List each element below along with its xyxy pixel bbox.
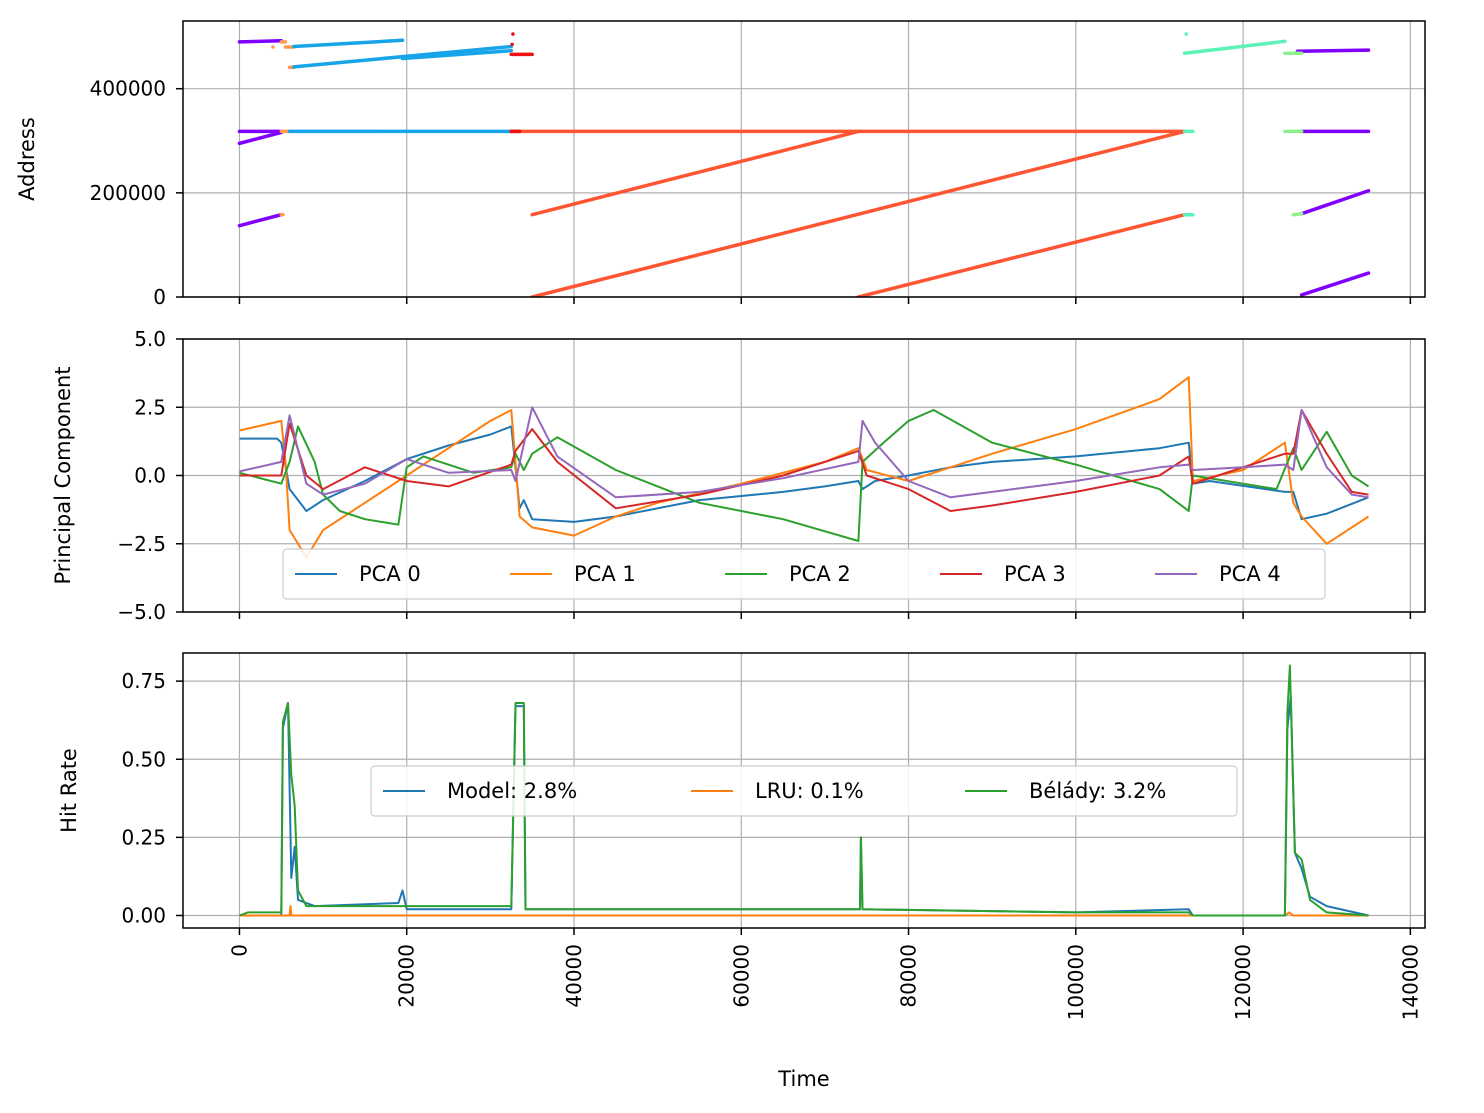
address-trace	[1299, 189, 1371, 216]
y-tick-label: −2.5	[117, 532, 166, 556]
address-trace	[237, 212, 284, 228]
panel-2: −5.0 −2.5 0.0 2.5 5.0 Principal Component PCA …	[51, 327, 1426, 624]
address-trace	[530, 129, 861, 217]
y-axis-title: Address	[15, 117, 39, 201]
address-trace	[292, 38, 405, 49]
address-trace	[1182, 39, 1287, 56]
y-axis-title: Principal Component	[51, 366, 75, 584]
y-tick-label: 0.00	[121, 904, 166, 928]
y-tick-label: 400000	[90, 77, 166, 101]
legend: Model: 2.8% LRU: 0.1% Bélády: 3.2%	[370, 765, 1238, 817]
axes-frame	[182, 20, 1426, 298]
address-trace	[1291, 211, 1304, 217]
address-series-7	[1283, 51, 1304, 217]
plot-area	[237, 32, 1371, 297]
address-point	[271, 45, 275, 49]
y-axis-title: Hit Rate	[57, 748, 81, 833]
address-trace	[1295, 48, 1371, 53]
x-tick-label: 60000	[729, 944, 753, 1008]
y-tick-label: 200000	[90, 181, 166, 205]
legend-label: PCA 3	[1004, 562, 1066, 586]
legend-label: LRU: 0.1%	[755, 779, 864, 803]
panel-3: 0.00 0.25 0.50 0.75 Hit Rate 0 20000 40000 60000…	[57, 652, 1426, 1091]
panel-1: 0 200000 400000 Address	[15, 20, 1426, 309]
x-tick-label: 20000	[395, 944, 419, 1008]
series-line-lru-0-1-	[239, 905, 1369, 917]
address-series-2	[271, 40, 296, 217]
y-tick-label: 5.0	[134, 327, 166, 351]
y-tick-label: −5.0	[117, 600, 166, 624]
legend-label: PCA 0	[359, 562, 421, 586]
x-tick-label: 0	[227, 944, 251, 957]
series-line-pca-1	[239, 376, 1370, 559]
plot-area	[239, 664, 1369, 917]
y-tick-label: 0.25	[121, 825, 166, 849]
address-series-5	[509, 32, 534, 134]
legend-label: Bélády: 3.2%	[1029, 779, 1166, 803]
y-tick-label: 0.0	[134, 464, 166, 488]
x-tick-label: 100000	[1064, 944, 1088, 1020]
address-trace	[400, 48, 514, 61]
x-tick-label: 140000	[1398, 944, 1422, 1020]
address-trace	[237, 39, 284, 44]
address-series-1	[237, 39, 1371, 297]
legend: PCA 0 PCA 1 PCA 2 PCA 3 PCA 4	[282, 548, 1326, 600]
series-line-b-l-dy-3-2-	[239, 664, 1369, 917]
x-tick-label: 120000	[1231, 944, 1255, 1020]
address-point	[1184, 32, 1189, 36]
y-tick-label: 0.50	[121, 747, 166, 771]
address-trace	[1299, 271, 1371, 297]
y-tick-label: 0	[153, 285, 166, 309]
address-series-3	[287, 38, 514, 134]
plot-area	[239, 376, 1370, 559]
legend-label: PCA 1	[574, 562, 636, 586]
axes-frame	[182, 652, 1426, 929]
address-series-4	[509, 129, 1187, 297]
address-point	[510, 42, 514, 47]
address-point	[511, 32, 515, 36]
series-line-pca-4	[239, 406, 1369, 499]
address-trace	[292, 44, 514, 69]
series-line-pca-2	[239, 409, 1370, 542]
y-tick-label: 0.75	[121, 669, 166, 693]
x-tick-label: 80000	[897, 944, 921, 1008]
x-axis-title: Time	[777, 1067, 829, 1091]
series-line-pca-3	[239, 409, 1369, 512]
legend-label: PCA 2	[789, 562, 851, 586]
address-trace	[237, 130, 284, 146]
address-series-6	[1182, 32, 1287, 217]
y-tick-label: 2.5	[134, 395, 166, 419]
address-trace	[856, 212, 1187, 297]
x-tick-label: 40000	[562, 944, 586, 1008]
legend-label: Model: 2.8%	[447, 779, 577, 803]
legend-label: PCA 4	[1219, 562, 1281, 586]
address-trace	[530, 129, 1187, 297]
